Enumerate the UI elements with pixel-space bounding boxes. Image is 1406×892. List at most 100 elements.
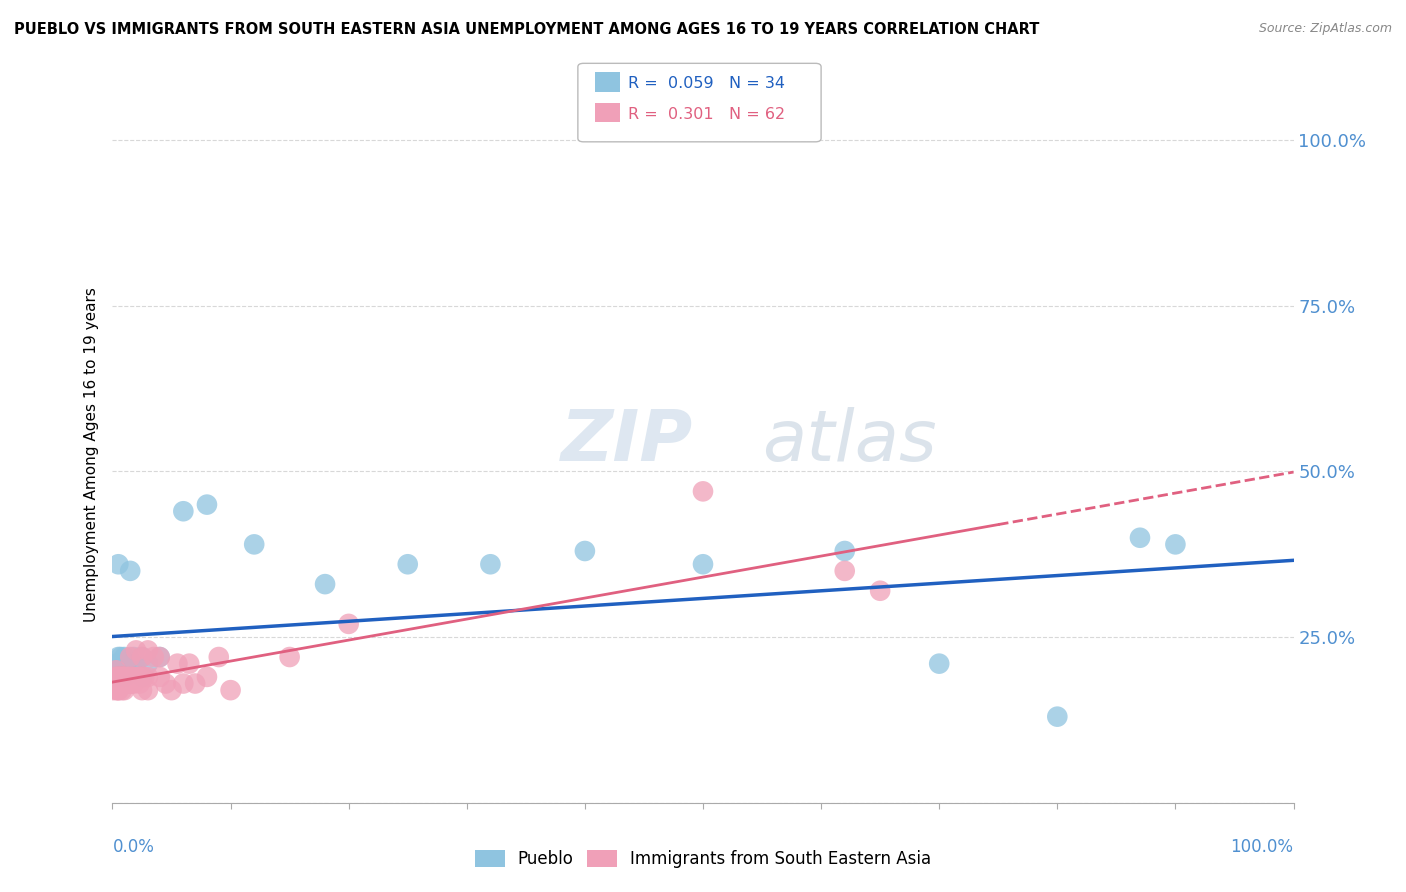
Point <box>105 676 128 690</box>
Point <box>337 616 360 631</box>
Point <box>172 676 194 690</box>
Point <box>142 650 165 665</box>
Point <box>110 676 132 690</box>
Point <box>131 670 153 684</box>
Point <box>278 650 301 665</box>
Point <box>107 670 129 684</box>
Point <box>179 657 201 671</box>
Text: PUEBLO VS IMMIGRANTS FROM SOUTH EASTERN ASIA UNEMPLOYMENT AMONG AGES 16 TO 19 YE: PUEBLO VS IMMIGRANTS FROM SOUTH EASTERN … <box>14 22 1039 37</box>
Point <box>122 650 145 665</box>
Point <box>834 564 856 578</box>
Point <box>149 650 172 665</box>
Point <box>104 676 127 690</box>
Point <box>111 663 134 677</box>
Point <box>121 670 143 684</box>
Point <box>120 676 142 690</box>
Point <box>108 657 131 671</box>
Point <box>160 683 183 698</box>
Point <box>108 670 131 684</box>
Y-axis label: Unemployment Among Ages 16 to 19 years: Unemployment Among Ages 16 to 19 years <box>83 287 98 623</box>
Point <box>117 676 139 690</box>
Point <box>111 676 134 690</box>
Point <box>112 657 135 671</box>
Point <box>112 670 135 684</box>
Point <box>105 670 128 684</box>
Point <box>120 650 142 665</box>
Point <box>195 498 218 512</box>
Point <box>114 670 136 684</box>
Point <box>136 657 159 671</box>
Point <box>131 683 153 698</box>
Point <box>136 643 159 657</box>
Point <box>184 676 207 690</box>
Point <box>105 670 128 684</box>
Point <box>834 544 856 558</box>
Point <box>243 537 266 551</box>
Point <box>105 657 128 671</box>
Point <box>1129 531 1152 545</box>
Point <box>125 670 148 684</box>
Point <box>125 643 148 657</box>
Text: 0.0%: 0.0% <box>112 838 155 855</box>
Point <box>105 663 128 677</box>
Point <box>107 683 129 698</box>
Point <box>107 558 129 572</box>
Point <box>112 676 135 690</box>
Point <box>692 484 714 499</box>
Point <box>107 676 129 690</box>
Text: 100.0%: 100.0% <box>1230 838 1294 855</box>
Point <box>172 504 194 518</box>
Point <box>134 670 156 684</box>
Point <box>111 683 134 698</box>
Point <box>115 670 138 684</box>
Point <box>115 663 138 677</box>
Point <box>149 670 172 684</box>
Point <box>108 676 131 690</box>
Point <box>1164 537 1187 551</box>
Point <box>131 670 153 684</box>
Point <box>122 676 145 690</box>
Point <box>112 670 135 684</box>
Point <box>112 670 135 684</box>
Point <box>1046 709 1069 723</box>
Point <box>112 676 135 690</box>
Point <box>396 558 419 572</box>
Point <box>208 650 231 665</box>
Point <box>574 544 596 558</box>
Point <box>110 650 132 665</box>
Point <box>219 683 242 698</box>
Point <box>149 650 172 665</box>
Point <box>118 670 141 684</box>
Point <box>869 583 891 598</box>
Point <box>128 676 150 690</box>
Point <box>120 676 142 690</box>
Point <box>105 670 128 684</box>
Point <box>107 650 129 665</box>
Point <box>124 670 146 684</box>
Point <box>479 558 502 572</box>
Point <box>107 683 129 698</box>
Legend: Pueblo, Immigrants from South Eastern Asia: Pueblo, Immigrants from South Eastern As… <box>468 843 938 874</box>
Text: ZIP: ZIP <box>561 407 693 475</box>
Point <box>155 676 177 690</box>
Point <box>120 564 142 578</box>
Point <box>103 683 125 698</box>
Point <box>195 670 218 684</box>
Point <box>105 663 128 677</box>
Text: R =  0.301   N = 62: R = 0.301 N = 62 <box>628 107 786 122</box>
Point <box>131 650 153 665</box>
Point <box>125 663 148 677</box>
Point <box>166 657 188 671</box>
Point <box>112 650 135 665</box>
Point <box>111 657 134 671</box>
Point <box>928 657 950 671</box>
Point <box>105 663 128 677</box>
Point <box>127 670 149 684</box>
Point <box>110 670 132 684</box>
Point <box>131 650 153 665</box>
Text: Source: ZipAtlas.com: Source: ZipAtlas.com <box>1258 22 1392 36</box>
Text: atlas: atlas <box>762 407 936 475</box>
Point <box>112 670 135 684</box>
Point <box>692 558 714 572</box>
Text: R =  0.059   N = 34: R = 0.059 N = 34 <box>628 76 786 91</box>
